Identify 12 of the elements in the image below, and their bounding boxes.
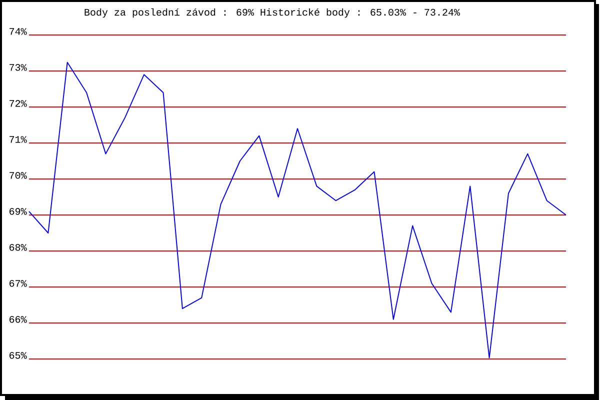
y-tick-label: 65% xyxy=(10,352,27,359)
y-tick-label: 67% xyxy=(10,280,27,287)
y-tick-label: 68% xyxy=(10,244,27,251)
chart-title: Body za poslední závod : 69% Historické body : 65.03% - 73.24% xyxy=(84,8,460,18)
y-tick-label: 69% xyxy=(10,208,27,215)
y-tick-label: 71% xyxy=(10,136,27,143)
line-series xyxy=(28,62,567,358)
y-tick-label: 70% xyxy=(10,172,27,179)
y-tick-label: 72% xyxy=(10,100,27,107)
y-tick-label: 66% xyxy=(10,316,27,323)
y-tick-label: 74% xyxy=(10,28,27,35)
y-tick-label: 73% xyxy=(10,64,27,71)
